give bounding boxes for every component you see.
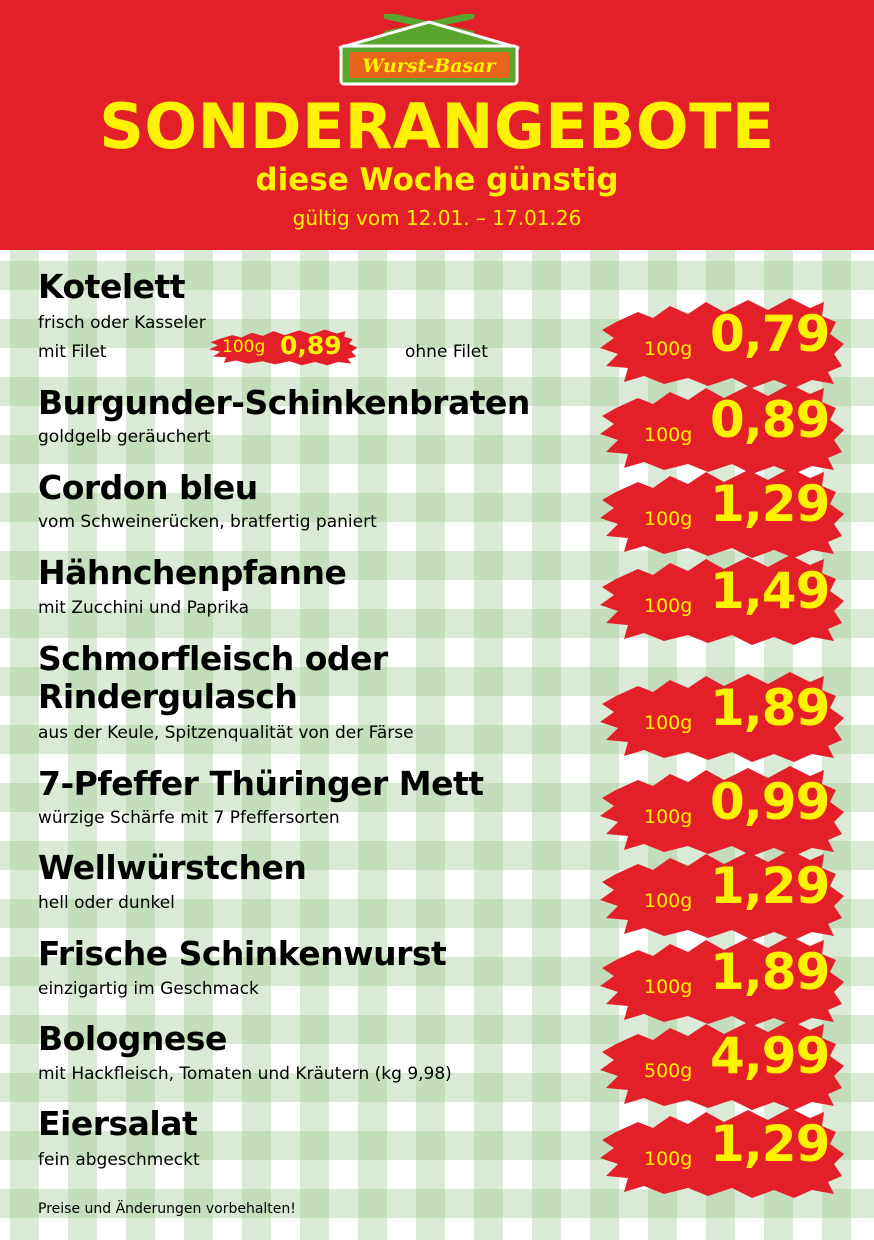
header-banner: Wurst-Basar SONDERANGEBOTE diese Woche g… bbox=[0, 0, 874, 250]
price-unit: 100g bbox=[644, 595, 693, 617]
item-name-line2: Rindergulasch bbox=[38, 677, 298, 716]
alt-price-unit: 100g bbox=[222, 337, 266, 357]
price-tag: 100g 1,89 bbox=[598, 668, 848, 764]
page-title: SONDERANGEBOTE bbox=[99, 90, 775, 163]
item-description: mit Zucchini und Paprika bbox=[38, 598, 249, 618]
price-value: 0,99 bbox=[710, 773, 830, 831]
validity-dates: gültig vom 12.01. – 17.01.26 bbox=[292, 206, 582, 230]
price-unit: 100g bbox=[644, 1148, 693, 1170]
item-description: würzige Schärfe mit 7 Pfeffersorten bbox=[38, 808, 340, 828]
item-description: hell oder dunkel bbox=[38, 893, 175, 913]
item-name: Burgunder-Schinkenbraten bbox=[38, 383, 530, 422]
item-description: aus der Keule, Spitzenqualität von der F… bbox=[38, 723, 414, 743]
item-name: Wellwürstchen bbox=[38, 848, 307, 887]
item-description: mit Hackfleisch, Tomaten und Kräutern (k… bbox=[38, 1064, 452, 1084]
price-value: 1,89 bbox=[710, 943, 830, 1001]
item-description: fein abgeschmeckt bbox=[38, 1150, 200, 1170]
price-value: 1,29 bbox=[710, 857, 830, 915]
price-tag: 100g 1,29 bbox=[598, 464, 848, 560]
item-name: Hähnchenpfanne bbox=[38, 553, 347, 592]
price-value: 4,99 bbox=[710, 1027, 830, 1085]
footer-disclaimer: Preise und Änderungen vorbehalten! bbox=[38, 1201, 296, 1217]
item-description: frisch oder Kasseler bbox=[38, 313, 206, 333]
price-tag: 100g 1,49 bbox=[598, 551, 848, 647]
price-unit: 100g bbox=[644, 890, 693, 912]
item-description-line2: mit Filet bbox=[38, 342, 107, 362]
price-tag: 100g 0,79 bbox=[598, 294, 848, 390]
wurst-basar-logo: Wurst-Basar bbox=[338, 14, 520, 86]
price-unit: 100g bbox=[644, 338, 693, 360]
logo-text: Wurst-Basar bbox=[362, 55, 497, 77]
item-description: vom Schweinerücken, bratfertig paniert bbox=[38, 512, 377, 532]
price-value: 1,89 bbox=[710, 679, 830, 737]
price-tag: 500g 4,99 bbox=[598, 1016, 848, 1112]
price-tag: 100g 1,29 bbox=[598, 846, 848, 942]
item-name: Kotelett bbox=[38, 267, 186, 306]
item-name: 7-Pfeffer Thüringer Mett bbox=[38, 764, 484, 803]
price-unit: 100g bbox=[644, 976, 693, 998]
price-tag: 100g 0,99 bbox=[598, 762, 848, 858]
price-unit: 100g bbox=[644, 508, 693, 530]
price-value: 1,49 bbox=[710, 562, 830, 620]
price-unit: 500g bbox=[644, 1060, 693, 1082]
price-value: 1,29 bbox=[710, 475, 830, 533]
price-tag: 100g 1,29 bbox=[598, 1104, 848, 1200]
item-note: ohne Filet bbox=[405, 342, 488, 362]
price-value: 1,29 bbox=[710, 1115, 830, 1173]
price-tag: 100g 1,89 bbox=[598, 932, 848, 1028]
price-unit: 100g bbox=[644, 424, 693, 446]
price-unit: 100g bbox=[644, 806, 693, 828]
alt-price-tag: 100g 0,89 bbox=[208, 328, 360, 366]
alt-price-value: 0,89 bbox=[280, 331, 342, 360]
item-name: Eiersalat bbox=[38, 1104, 198, 1143]
item-description: einzigartig im Geschmack bbox=[38, 979, 259, 999]
item-name: Cordon bleu bbox=[38, 468, 258, 507]
item-name: Schmorfleisch oder bbox=[38, 639, 388, 678]
item-description: goldgelb geräuchert bbox=[38, 427, 211, 447]
item-name: Frische Schinkenwurst bbox=[38, 934, 447, 973]
price-value: 0,79 bbox=[710, 305, 830, 363]
price-unit: 100g bbox=[644, 712, 693, 734]
price-tag: 100g 0,89 bbox=[598, 380, 848, 476]
item-name: Bolognese bbox=[38, 1019, 227, 1058]
price-value: 0,89 bbox=[710, 391, 830, 449]
page-subtitle: diese Woche günstig bbox=[255, 162, 619, 198]
